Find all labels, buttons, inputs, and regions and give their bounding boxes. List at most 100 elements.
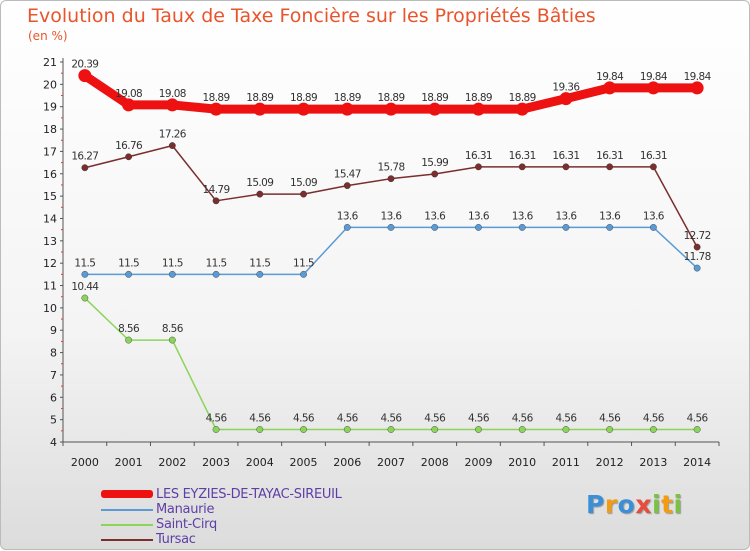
y-tick-label: 11 — [43, 280, 57, 293]
data-point — [559, 92, 573, 106]
data-point — [562, 163, 570, 171]
x-tick-label: 2007 — [377, 456, 405, 469]
logo-letter: x — [635, 490, 652, 519]
data-label: 16.27 — [71, 151, 98, 163]
y-tick-label: 14 — [43, 212, 57, 225]
data-label: 19.84 — [684, 71, 712, 83]
data-label: 16.31 — [465, 150, 492, 162]
data-label: 4.56 — [512, 412, 534, 424]
data-label: 15.09 — [290, 177, 317, 189]
y-tick-label: 16 — [43, 168, 57, 181]
y-tick-label: 19 — [43, 101, 57, 114]
y-tick-label: 7 — [50, 369, 57, 382]
legend-label: LES EYZIES-DE-TAYAC-SIREUIL — [156, 487, 342, 502]
chart-title: Evolution du Taux de Taxe Foncière sur l… — [27, 5, 596, 27]
data-label: 13.6 — [512, 210, 534, 222]
y-tick-label: 9 — [50, 324, 57, 337]
legend-label: Tursac — [156, 532, 196, 547]
data-label: 8.56 — [118, 323, 140, 335]
data-label: 16.31 — [552, 150, 579, 162]
data-point — [475, 224, 482, 231]
data-label: 18.89 — [509, 92, 536, 104]
data-label: 14.79 — [203, 184, 230, 196]
data-point — [297, 102, 311, 116]
data-point — [125, 336, 133, 344]
y-tick-label: 15 — [43, 190, 57, 203]
y-tick-label: 6 — [50, 391, 57, 404]
data-point — [693, 243, 701, 251]
data-point — [518, 426, 526, 433]
legend-label: Saint-Cirq — [156, 517, 217, 532]
y-tick-label: 17 — [43, 145, 57, 158]
data-label: 17.26 — [159, 129, 187, 141]
y-tick-label: 21 — [43, 56, 57, 69]
data-point — [606, 163, 614, 171]
data-label: 4.56 — [337, 412, 359, 424]
logo-letter: P — [586, 490, 605, 519]
data-label: 4.56 — [468, 412, 490, 424]
data-point — [693, 264, 701, 272]
legend-swatch — [101, 539, 153, 541]
data-point — [256, 190, 264, 198]
data-label: 4.56 — [424, 412, 446, 424]
y-tick-label: 18 — [43, 123, 57, 136]
data-point — [646, 81, 660, 95]
x-tick-label: 2014 — [683, 456, 711, 469]
data-point — [650, 426, 657, 433]
legend-swatch — [101, 509, 153, 511]
data-label: 19.08 — [115, 88, 142, 100]
data-label: 10.44 — [71, 281, 99, 293]
data-point — [343, 224, 351, 231]
data-point — [165, 98, 179, 112]
data-label: 11.5 — [162, 257, 183, 269]
x-tick-label: 2004 — [246, 456, 274, 469]
data-point — [518, 163, 526, 171]
x-tick-label: 2008 — [421, 456, 449, 469]
value-labels: 16.27 16.76 17.26 14.79 15.09 15.09 15.47 15.78… — [71, 59, 712, 425]
data-label: 4.56 — [687, 412, 709, 424]
legend-swatch — [101, 524, 153, 526]
x-tick-label: 2010 — [508, 456, 536, 469]
logo-letter: o — [617, 490, 636, 519]
data-label: 4.56 — [249, 412, 271, 424]
data-point — [122, 98, 136, 112]
data-point — [603, 81, 617, 95]
data-label: 13.6 — [555, 210, 577, 222]
y-tick-label: 10 — [43, 302, 57, 315]
data-point — [81, 294, 89, 302]
data-point — [384, 102, 398, 116]
y-tick-label: 12 — [43, 257, 57, 270]
data-point — [431, 224, 439, 231]
data-point — [253, 102, 267, 116]
data-point — [562, 224, 570, 231]
data-label: 19.84 — [640, 71, 668, 83]
data-label: 4.56 — [293, 412, 315, 424]
data-label: 13.6 — [599, 210, 621, 222]
data-point — [431, 426, 439, 433]
data-label: 16.31 — [509, 150, 536, 162]
x-tick-label: 2012 — [596, 456, 624, 469]
data-point — [343, 182, 351, 190]
data-label: 4.56 — [381, 412, 403, 424]
data-point — [431, 170, 439, 178]
data-point — [212, 270, 220, 278]
data-label: 15.99 — [421, 157, 448, 169]
x-tick-label: 2000 — [71, 456, 99, 469]
data-label: 16.31 — [596, 150, 623, 162]
data-point — [475, 163, 482, 171]
y-tick-label: 13 — [43, 235, 57, 248]
x-tick-label: 2009 — [464, 456, 492, 469]
data-point — [300, 190, 307, 198]
data-point — [693, 426, 701, 433]
data-label: 13.6 — [468, 210, 490, 222]
data-point — [387, 426, 395, 433]
data-point — [343, 426, 351, 433]
data-label: 11.5 — [74, 257, 95, 269]
data-point — [650, 163, 657, 171]
data-point — [475, 426, 482, 433]
data-point — [209, 102, 223, 116]
data-point — [212, 197, 220, 205]
data-point — [81, 164, 89, 172]
proxiti-logo: Proxiti — [586, 490, 683, 519]
